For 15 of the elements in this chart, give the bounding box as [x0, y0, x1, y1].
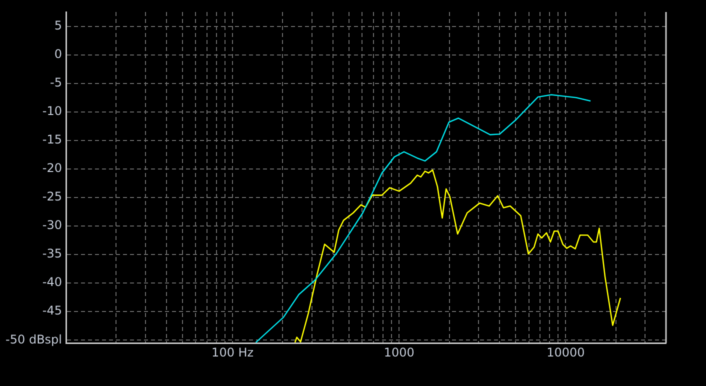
y-tick-label: -10: [42, 104, 62, 118]
y-tick-label: -35: [42, 246, 62, 261]
y-tick-label: 0: [54, 46, 62, 61]
y-tick-label: -15: [42, 132, 62, 147]
y-tick-label: -5: [50, 75, 62, 90]
y-tick-label: -40: [42, 275, 62, 290]
y-tick-label: -45: [42, 304, 62, 318]
y-tick-label: -20: [42, 161, 62, 176]
y-tick-label: -25: [42, 190, 62, 204]
x-tick-label: 1000: [384, 345, 414, 360]
x-tick-label: 100 Hz: [212, 345, 254, 360]
y-tick-label: -30: [42, 218, 62, 232]
y-tick-label: 5: [54, 18, 62, 32]
y-tick-label: -50 dBspl: [6, 332, 62, 346]
x-tick-label: 10000: [546, 345, 585, 360]
